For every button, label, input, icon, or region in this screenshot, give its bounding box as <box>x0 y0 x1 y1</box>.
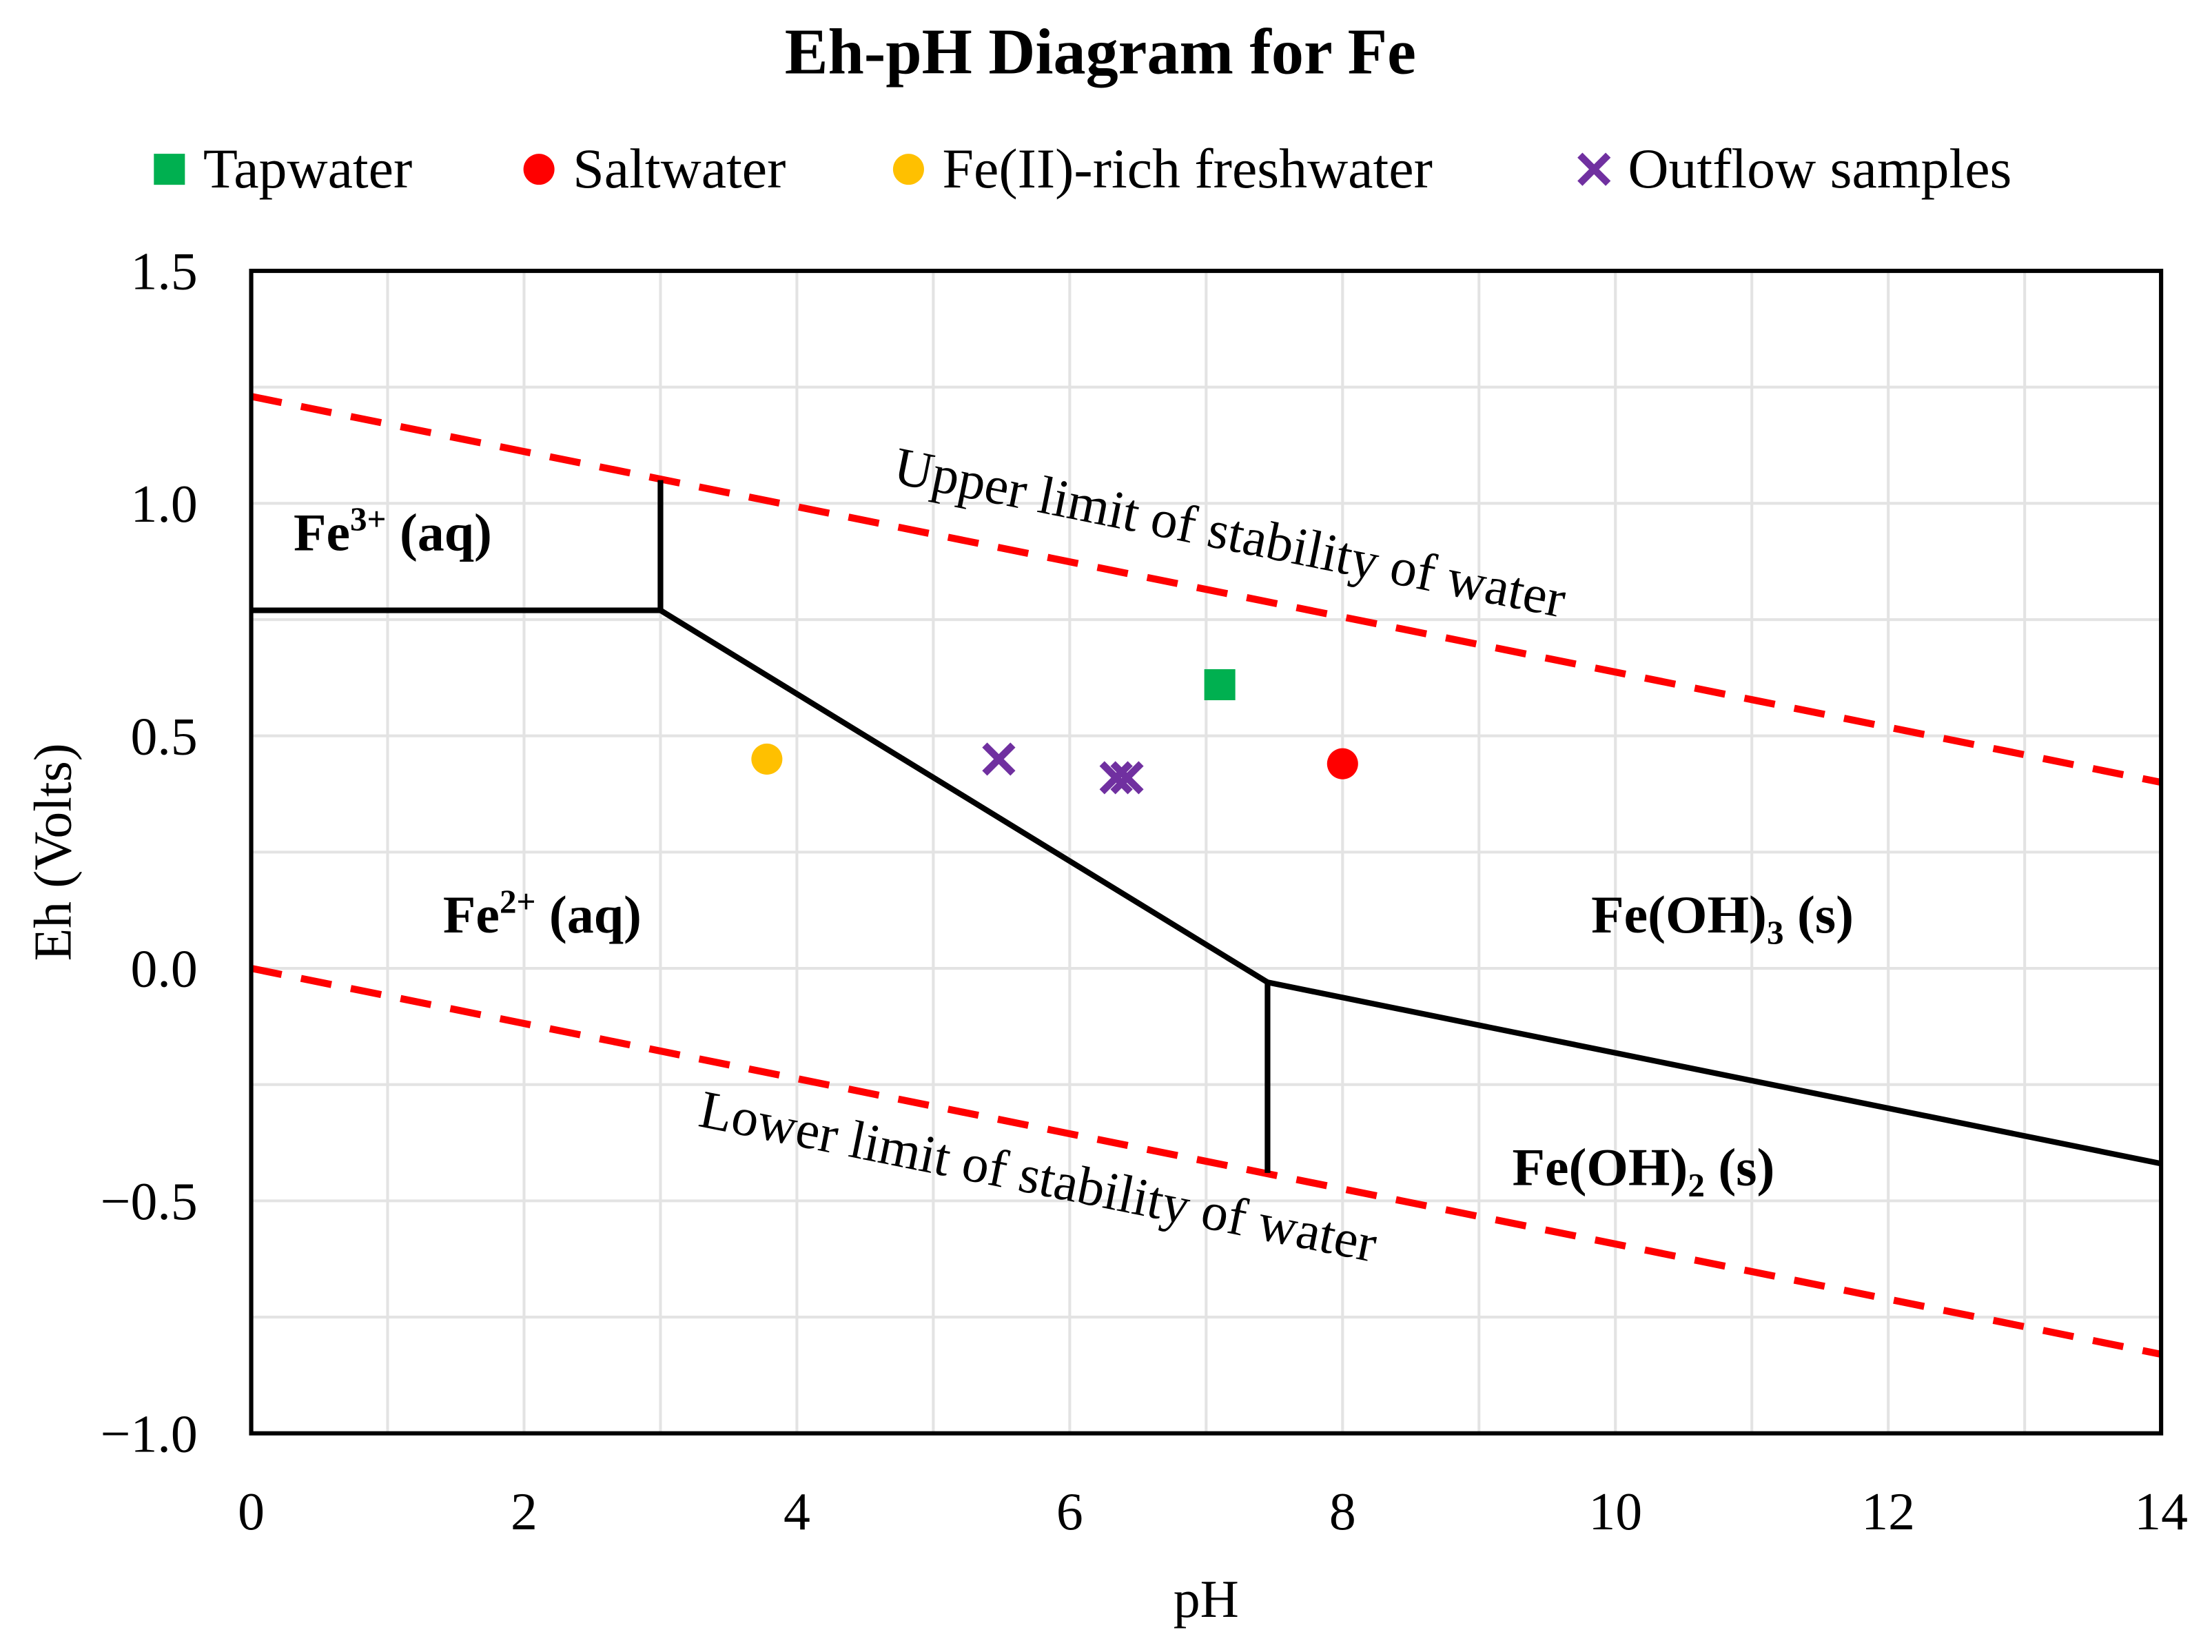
x-tick-label: 2 <box>511 1482 537 1541</box>
y-tick-label: 1.0 <box>131 474 198 533</box>
y-tick-label: −1.0 <box>101 1404 198 1463</box>
data-point <box>1327 748 1358 779</box>
phase-boundary <box>659 608 1269 985</box>
feoh2-region-label: Fe(OH)2 (s) <box>1513 1137 1775 1203</box>
tick-labels: 0 2 4 6 8 10 12 14 1.5 1.0 0.5 0.0 −0.5 −1.0 <box>101 242 2188 1541</box>
y-tick-label: −0.5 <box>101 1172 198 1231</box>
grid <box>251 271 2162 1434</box>
water-limit-upper <box>250 393 2162 786</box>
x-tick-label: 8 <box>1329 1482 1356 1541</box>
data-point <box>1110 761 1144 795</box>
data-point <box>982 742 1016 776</box>
legend-marker <box>1577 152 1611 186</box>
phase-boundaries <box>251 480 2162 1173</box>
legend-label: Outflow samples <box>1628 137 2011 200</box>
data-point <box>751 743 783 775</box>
legend-label: Fe(II)-rich freshwater <box>943 137 1433 200</box>
x-tick-label: 0 <box>238 1482 265 1541</box>
data-point <box>1099 761 1133 795</box>
fe2-region-label: Fe2+ (aq) <box>443 882 642 944</box>
y-tick-label: 1.5 <box>131 242 198 301</box>
y-tick-label: 0.0 <box>131 939 198 999</box>
legend-label: Saltwater <box>573 137 786 200</box>
data-points <box>751 669 1358 795</box>
phase-boundary <box>1267 979 2162 1167</box>
x-tick-label: 6 <box>1056 1482 1083 1541</box>
x-tick-label: 14 <box>2134 1482 2188 1541</box>
water-limit-lower <box>250 965 2162 1358</box>
legend-marker <box>523 154 555 185</box>
plot-frame <box>249 268 2164 1436</box>
upper-limit-label: Upper limit of stability of water <box>890 436 1571 629</box>
x-tick-label: 4 <box>784 1482 810 1541</box>
legend: Tapwater Saltwater Fe(II)-rich freshwater O… <box>154 137 2011 200</box>
legend-label: Tapwater <box>203 137 412 200</box>
water-limit-lines <box>250 393 2162 1358</box>
legend-marker <box>892 154 924 185</box>
data-point <box>1204 669 1236 701</box>
feoh3-region-label: Fe(OH)3 (s) <box>1591 885 1854 951</box>
x-axis-label: pH <box>1174 1569 1239 1629</box>
y-tick-label: 0.5 <box>131 706 198 766</box>
fe3-region-label: Fe3+ (aq) <box>294 500 492 562</box>
chart-title: Eh-pH Diagram for Fe <box>785 16 1416 88</box>
y-axis-label: Eh (Volts) <box>23 743 83 961</box>
legend-marker <box>154 154 185 185</box>
x-tick-label: 12 <box>1861 1482 1915 1541</box>
x-tick-label: 10 <box>1588 1482 1642 1541</box>
